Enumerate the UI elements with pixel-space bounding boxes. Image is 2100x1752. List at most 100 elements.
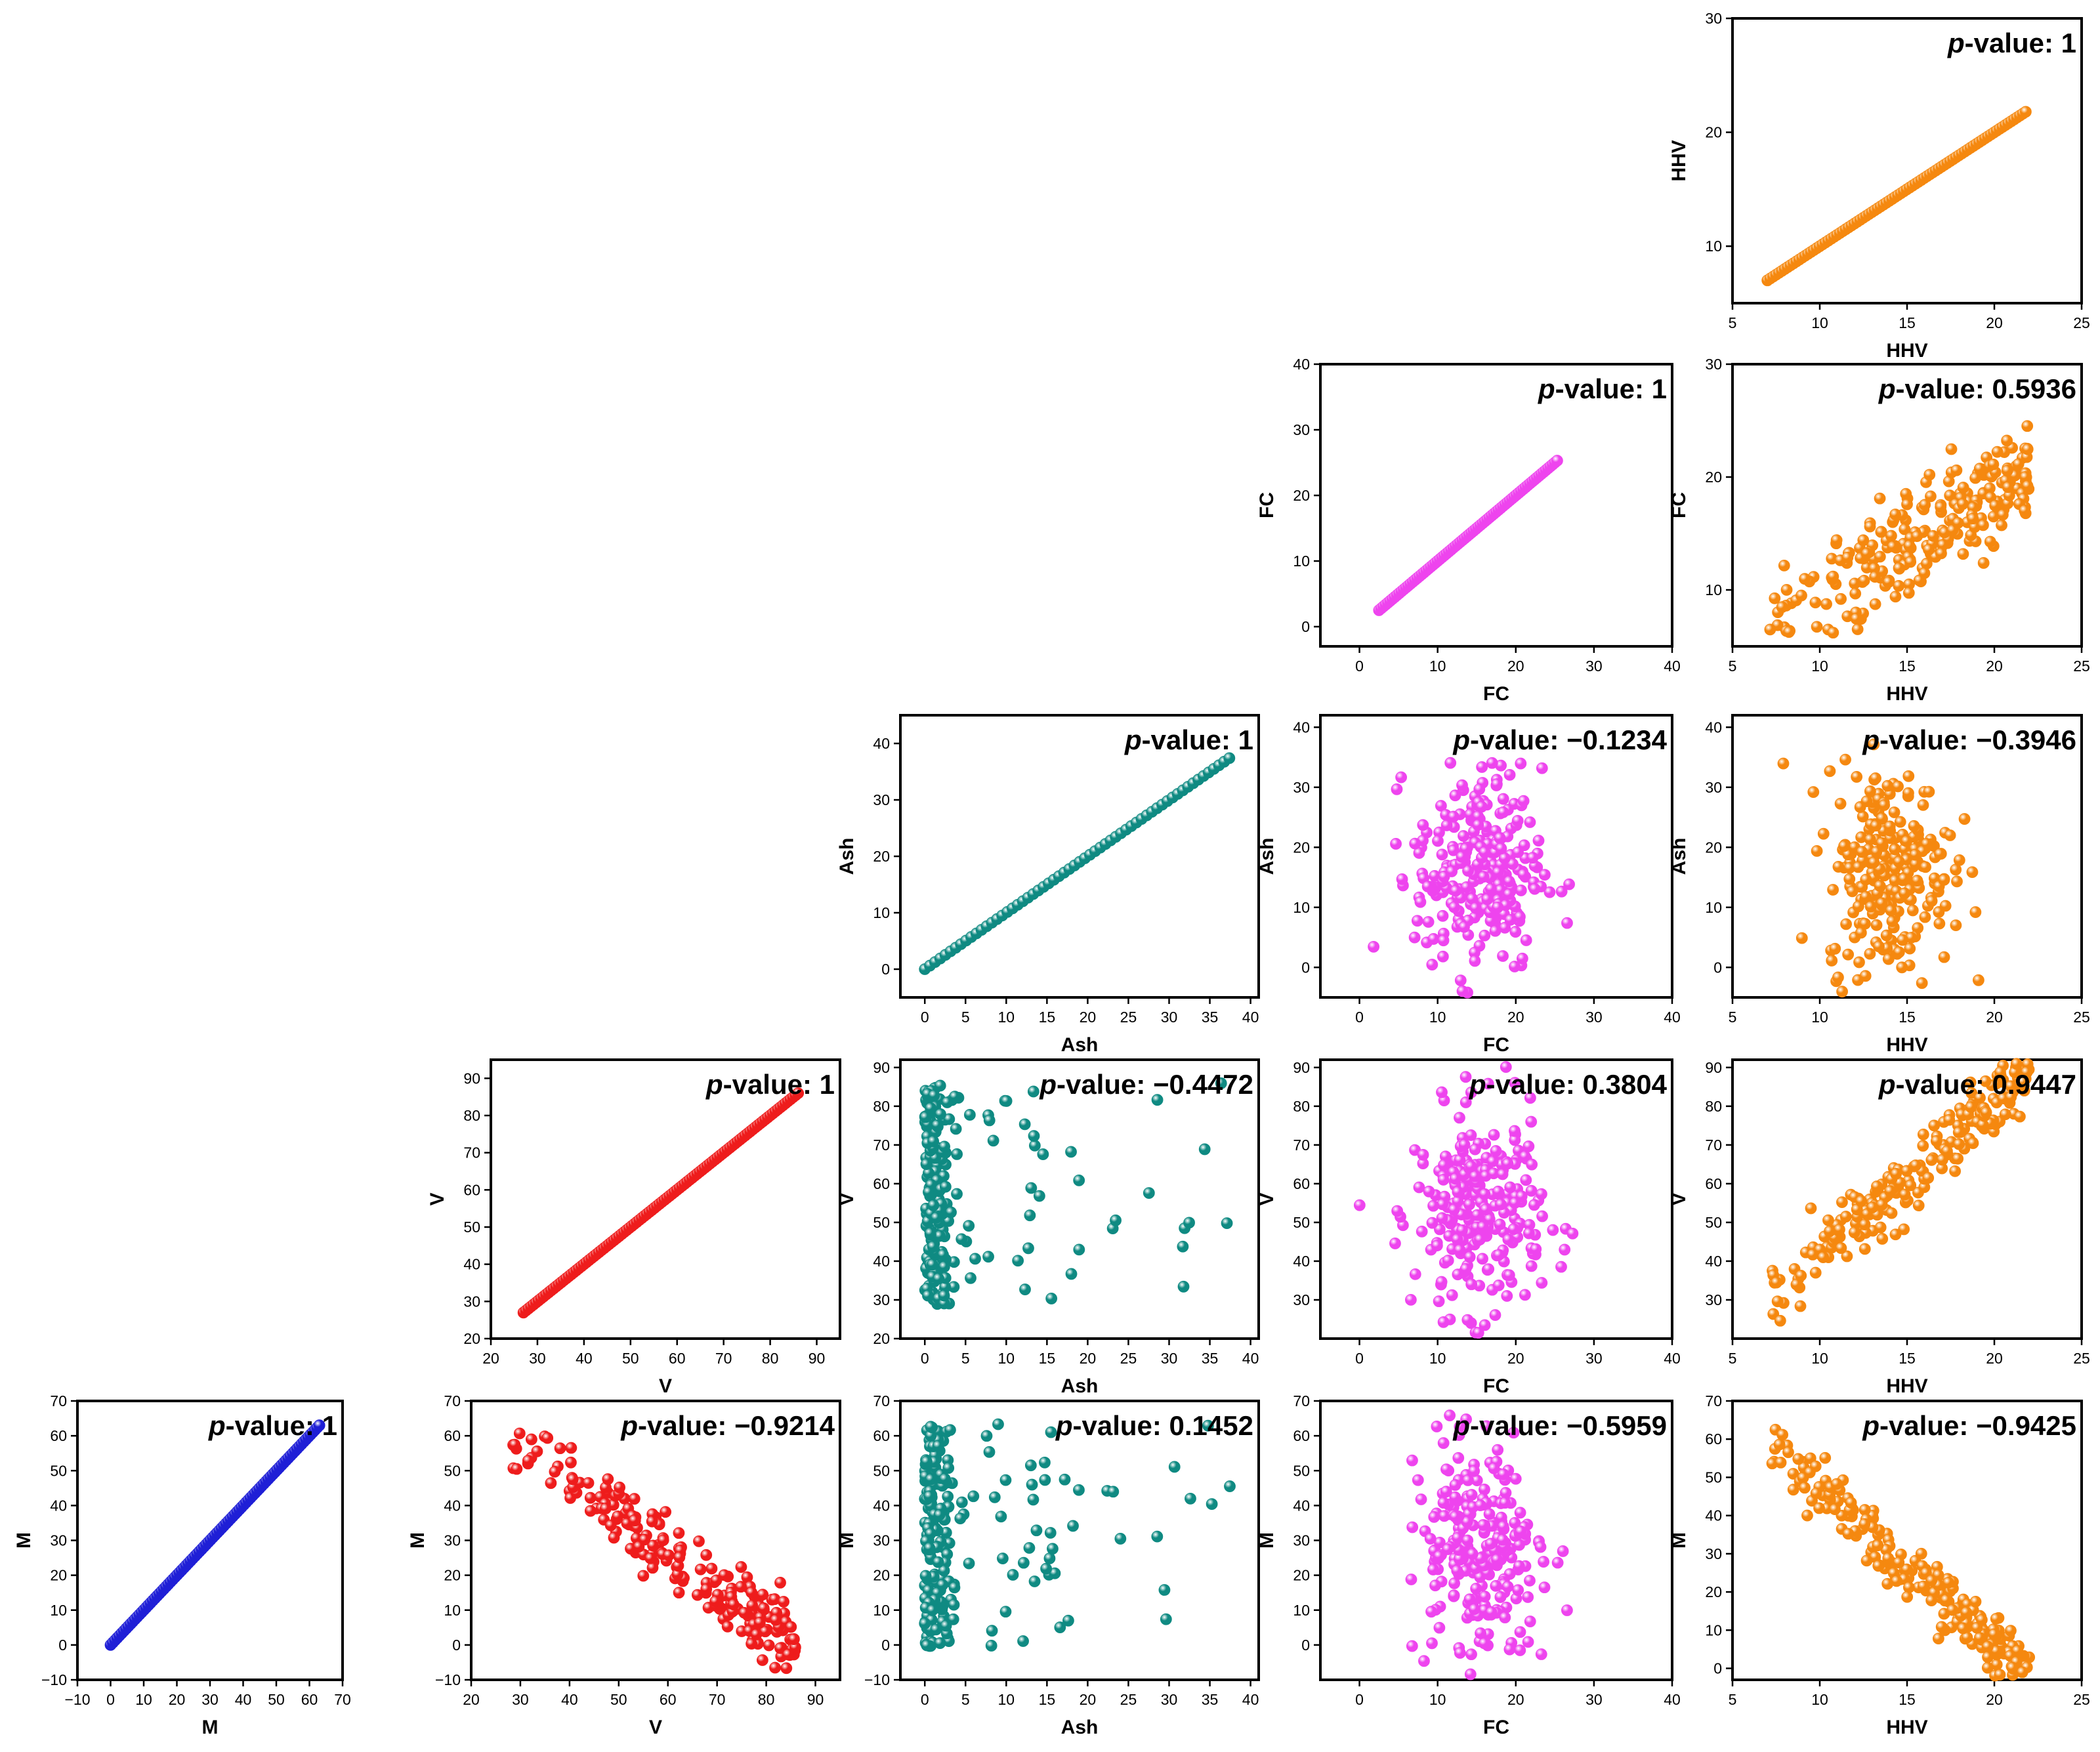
data-point — [1470, 1583, 1482, 1595]
data-point — [565, 1442, 578, 1454]
data-point — [1007, 1569, 1019, 1581]
data-point — [1040, 1562, 1053, 1575]
data-point — [1817, 1251, 1830, 1263]
data-point — [1810, 1487, 1822, 1499]
y-tick-label: 20 — [1705, 469, 1722, 486]
data-point — [1494, 832, 1506, 844]
data-point — [1107, 1486, 1120, 1498]
data-point — [1827, 570, 1839, 583]
data-point — [727, 1598, 740, 1611]
x-tick-label: 30 — [1586, 1009, 1603, 1026]
data-point — [1497, 950, 1509, 962]
data-point — [983, 1446, 996, 1458]
data-point — [1151, 1530, 1164, 1543]
data-point — [1990, 1613, 2002, 1625]
data-point — [763, 1639, 775, 1652]
data-point — [1390, 838, 1402, 850]
data-point — [1526, 852, 1539, 864]
data-point — [1835, 1242, 1847, 1254]
data-point — [1774, 1314, 1786, 1327]
data-point — [757, 1602, 770, 1614]
data-point — [1870, 772, 1881, 784]
data-point — [1461, 1314, 1474, 1326]
data-point — [1522, 1227, 1535, 1240]
data-point — [1538, 1556, 1549, 1568]
x-tick-label: 10 — [1429, 1009, 1446, 1026]
data-point — [1843, 873, 1856, 885]
data-point — [948, 1598, 960, 1611]
data-point — [1534, 1541, 1547, 1553]
data-point — [1873, 940, 1885, 953]
data-point — [1860, 873, 1872, 886]
data-point — [1484, 1537, 1497, 1550]
data-point — [1160, 1613, 1172, 1625]
data-point — [1509, 961, 1521, 972]
data-point — [1202, 1419, 1214, 1432]
data-point — [1855, 927, 1867, 939]
data-point — [1899, 523, 1911, 535]
data-point — [1039, 1474, 1051, 1486]
points-HHV-HHV — [1761, 106, 2032, 287]
y-tick-label: 90 — [1705, 1059, 1722, 1076]
y-tick-label: 40 — [1705, 719, 1722, 736]
y-tick-label: 50 — [873, 1214, 890, 1231]
data-point — [919, 1570, 932, 1582]
points-Ash-Ash — [919, 752, 1236, 975]
data-point — [1406, 1521, 1419, 1533]
data-point — [1870, 919, 1883, 931]
data-point — [1827, 627, 1839, 639]
y-tick-label: 30 — [463, 1293, 480, 1310]
p-value-label: p-value: 0.3804 — [1469, 1069, 1668, 1100]
data-point — [1436, 1212, 1448, 1224]
y-tick-label: 40 — [50, 1497, 67, 1514]
data-point — [951, 1148, 963, 1160]
data-point — [1911, 875, 1923, 886]
data-point — [1535, 1648, 1547, 1660]
data-point — [513, 1427, 526, 1440]
data-point — [938, 1472, 951, 1485]
data-point — [1923, 469, 1936, 481]
data-point — [1900, 1165, 1913, 1177]
data-point — [1973, 1632, 1986, 1644]
x-tick-label: 50 — [610, 1691, 627, 1708]
data-point — [1935, 547, 1947, 560]
data-point — [1453, 1429, 1465, 1441]
data-point — [1426, 959, 1438, 970]
data-point — [1882, 953, 1895, 965]
y-tick-label: 30 — [1705, 1545, 1722, 1562]
y-tick-label: 30 — [1293, 779, 1310, 796]
x-tick-label: 40 — [1664, 1350, 1681, 1367]
y-tick-label: 40 — [1293, 356, 1310, 373]
p-symbol: p — [1124, 724, 1142, 755]
data-point — [1519, 1289, 1531, 1301]
data-point — [1547, 1224, 1559, 1236]
data-point — [1431, 1240, 1443, 1252]
data-point — [1198, 1143, 1211, 1156]
y-tick-label: 20 — [873, 1567, 890, 1584]
y-tick-label: 30 — [1293, 1532, 1310, 1549]
y-axis-label: Ash — [1256, 838, 1278, 875]
data-point — [1764, 623, 1776, 636]
data-point — [1813, 1502, 1825, 1514]
x-tick-label: 0 — [1355, 657, 1364, 675]
data-point — [933, 1509, 946, 1521]
p-symbol: p — [1452, 724, 1470, 755]
data-point — [1494, 1219, 1506, 1230]
data-point — [1027, 1493, 1040, 1506]
data-point — [1492, 866, 1504, 879]
data-point — [738, 1606, 751, 1619]
data-point — [1043, 1553, 1056, 1564]
data-point — [1433, 1223, 1446, 1236]
data-point — [1437, 1316, 1450, 1328]
data-point — [1920, 558, 1933, 570]
y-tick-label: 70 — [1293, 1137, 1310, 1154]
x-tick-label: 30 — [512, 1691, 529, 1708]
data-point — [1842, 1528, 1855, 1540]
data-point — [1780, 584, 1793, 596]
data-point — [1934, 848, 1946, 860]
data-point — [691, 1589, 704, 1601]
x-tick-label: 10 — [998, 1691, 1015, 1708]
data-point — [1957, 1622, 1969, 1635]
data-point — [1902, 770, 1915, 782]
